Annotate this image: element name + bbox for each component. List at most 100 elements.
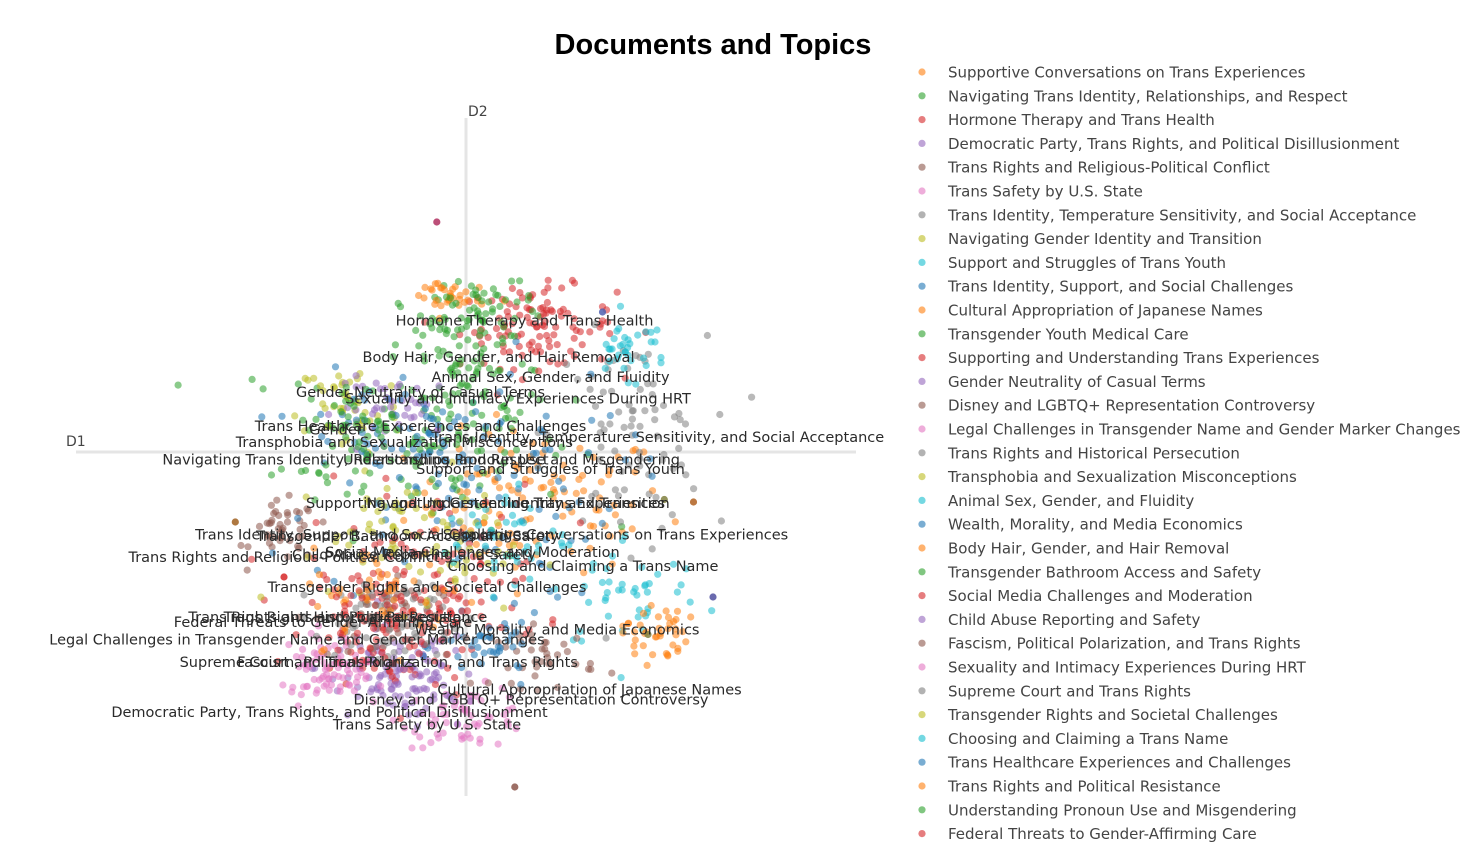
legend-item[interactable]: Body Hair, Gender, and Hair Removal bbox=[918, 540, 1229, 558]
legend-item[interactable]: Sexuality and Intimacy Experiences Durin… bbox=[918, 659, 1307, 677]
data-point bbox=[560, 640, 568, 648]
data-point bbox=[484, 679, 492, 687]
outlier-point bbox=[231, 518, 239, 526]
legend-item[interactable]: Gender Neutrality of Casual Terms bbox=[918, 373, 1206, 391]
legend-item[interactable]: Trans Identity, Temperature Sensitivity,… bbox=[918, 206, 1416, 224]
legend-label: Fascism, Political Polarization, and Tra… bbox=[948, 635, 1301, 653]
data-point bbox=[428, 394, 437, 402]
legend-item[interactable]: Animal Sex, Gender, and Fluidity bbox=[918, 492, 1194, 510]
data-point bbox=[517, 680, 525, 689]
legend-item[interactable]: Cultural Appropriation of Japanese Names bbox=[918, 302, 1263, 320]
legend-item[interactable]: Federal Threats to Gender-Affirming Care bbox=[918, 825, 1257, 843]
data-point bbox=[631, 584, 639, 593]
data-point bbox=[620, 486, 629, 494]
data-point bbox=[354, 692, 362, 701]
data-point bbox=[304, 376, 312, 384]
legend[interactable]: Supportive Conversations on Trans Experi… bbox=[918, 64, 1461, 844]
data-point bbox=[509, 501, 517, 509]
data-point bbox=[484, 559, 492, 567]
data-point bbox=[312, 689, 320, 697]
data-point bbox=[486, 647, 494, 655]
data-point bbox=[498, 684, 506, 692]
legend-item[interactable]: Supreme Court and Trans Rights bbox=[918, 682, 1191, 700]
data-point bbox=[392, 577, 400, 585]
data-point bbox=[403, 488, 411, 496]
legend-item[interactable]: Trans Safety by U.S. State bbox=[918, 183, 1143, 201]
data-point bbox=[322, 461, 330, 469]
topic-label: Trans Identity, Temperature Sensitivity,… bbox=[430, 430, 884, 446]
legend-item[interactable]: Trans Identity, Support, and Social Chal… bbox=[918, 278, 1293, 296]
legend-item[interactable]: Trans Rights and Religious-Political Con… bbox=[918, 159, 1270, 177]
legend-item[interactable]: Navigating Gender Identity and Transitio… bbox=[918, 230, 1262, 248]
data-point bbox=[472, 540, 480, 549]
data-point bbox=[428, 324, 436, 332]
legend-item[interactable]: Trans Rights and Historical Persecution bbox=[918, 444, 1240, 462]
data-point bbox=[473, 464, 481, 472]
data-point bbox=[492, 325, 501, 333]
data-point bbox=[295, 613, 303, 621]
data-point bbox=[676, 416, 684, 424]
data-point bbox=[466, 456, 474, 464]
legend-item[interactable]: Trans Rights and Political Resistance bbox=[918, 778, 1221, 796]
legend-item[interactable]: Transgender Rights and Societal Challeng… bbox=[918, 706, 1278, 724]
data-point bbox=[417, 596, 425, 604]
topic-label: Supreme Court and Trans Rights bbox=[180, 655, 415, 671]
legend-item[interactable]: Understanding Pronoun Use and Misgenderi… bbox=[918, 801, 1297, 819]
legend-item[interactable]: Fascism, Political Polarization, and Tra… bbox=[918, 635, 1301, 653]
data-point bbox=[647, 601, 655, 610]
data-point bbox=[357, 488, 366, 496]
data-point bbox=[475, 719, 483, 728]
data-point bbox=[401, 411, 409, 419]
legend-item[interactable]: Transgender Youth Medical Care bbox=[918, 325, 1189, 343]
legend-item[interactable]: Transphobia and Sexualization Misconcept… bbox=[918, 468, 1297, 486]
data-point bbox=[420, 586, 428, 595]
data-point bbox=[554, 593, 562, 601]
data-point bbox=[664, 625, 672, 633]
legend-item[interactable]: Supporting and Understanding Trans Exper… bbox=[918, 349, 1320, 367]
data-point bbox=[362, 634, 370, 642]
legend-label: Supporting and Understanding Trans Exper… bbox=[948, 349, 1320, 367]
legend-item[interactable]: Supportive Conversations on Trans Experi… bbox=[918, 64, 1306, 82]
legend-item[interactable]: Trans Healthcare Experiences and Challen… bbox=[918, 754, 1291, 772]
data-point bbox=[519, 519, 528, 527]
data-point bbox=[604, 612, 613, 620]
legend-item[interactable]: Transgender Bathroom Access and Safety bbox=[918, 563, 1261, 581]
data-point bbox=[535, 367, 543, 375]
legend-item[interactable]: Choosing and Claiming a Trans Name bbox=[918, 730, 1228, 748]
legend-item[interactable]: Social Media Challenges and Moderation bbox=[918, 587, 1253, 605]
legend-item[interactable]: Support and Struggles of Trans Youth bbox=[918, 254, 1226, 272]
topic-label: Transphobia and Sexualization Misconcept… bbox=[235, 435, 573, 451]
data-point bbox=[391, 341, 399, 349]
data-point bbox=[494, 467, 503, 475]
data-point bbox=[312, 519, 320, 527]
data-point bbox=[636, 462, 644, 470]
data-point bbox=[471, 637, 479, 645]
data-point bbox=[627, 554, 635, 562]
data-point bbox=[448, 458, 456, 466]
data-point bbox=[605, 505, 613, 513]
legend-item[interactable]: Disney and LGBTQ+ Representation Controv… bbox=[918, 397, 1315, 415]
legend-item[interactable]: Wealth, Morality, and Media Economics bbox=[918, 516, 1243, 534]
data-point bbox=[383, 492, 391, 500]
legend-item[interactable]: Legal Challenges in Transgender Name and… bbox=[918, 421, 1461, 439]
data-point bbox=[342, 397, 350, 405]
data-point bbox=[452, 359, 460, 368]
data-point bbox=[501, 499, 509, 507]
legend-item[interactable]: Child Abuse Reporting and Safety bbox=[918, 611, 1200, 629]
legend-item[interactable]: Democratic Party, Trans Rights, and Poli… bbox=[918, 135, 1400, 153]
data-point bbox=[445, 415, 453, 423]
legend-label: Sexuality and Intimacy Experiences Durin… bbox=[948, 659, 1307, 677]
series-points bbox=[534, 321, 756, 642]
data-point bbox=[349, 537, 357, 545]
data-point bbox=[342, 383, 350, 391]
data-point bbox=[621, 456, 630, 464]
data-point bbox=[611, 447, 619, 455]
data-point bbox=[452, 541, 460, 549]
data-point bbox=[396, 396, 404, 404]
data-point bbox=[614, 453, 622, 461]
data-point bbox=[516, 542, 524, 550]
legend-item[interactable]: Navigating Trans Identity, Relationships… bbox=[918, 87, 1348, 105]
legend-item[interactable]: Hormone Therapy and Trans Health bbox=[918, 111, 1215, 129]
data-point bbox=[446, 693, 454, 701]
data-point bbox=[384, 699, 392, 707]
